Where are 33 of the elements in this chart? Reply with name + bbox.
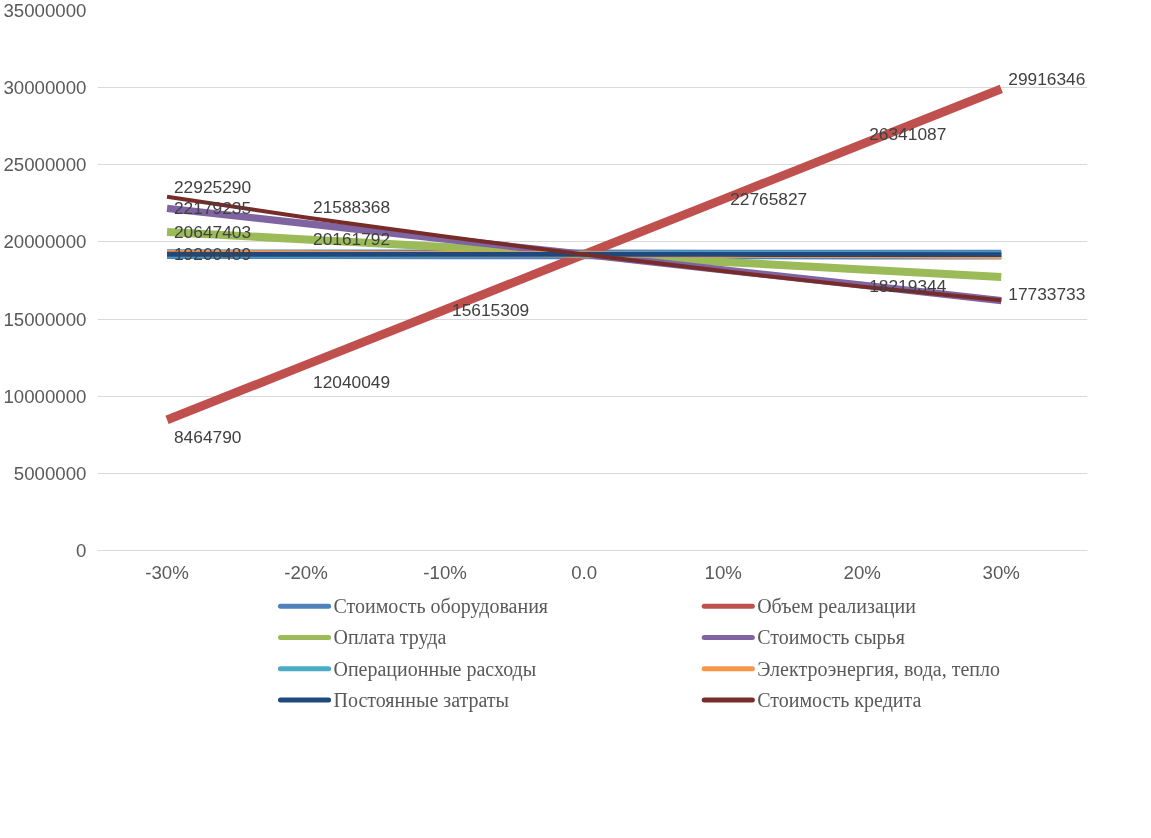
y-tick-label: 35000000: [3, 0, 87, 21]
y-tick-label: 30000000: [3, 77, 87, 99]
legend-label: Объем реализации: [757, 595, 917, 619]
data-label: 22765827: [730, 189, 808, 210]
data-label: 8464790: [173, 426, 242, 447]
y-tick-label: 20000000: [3, 231, 87, 253]
x-tick-label: -10%: [423, 561, 467, 583]
x-tick-label: -30%: [145, 561, 189, 583]
data-label: 18219344: [869, 276, 947, 297]
legend-label: Электроэнергия, вода, тепло: [757, 657, 1000, 681]
legend-label: Операционные расходы: [333, 657, 537, 681]
y-tick-label: 10000000: [3, 385, 87, 407]
data-label: 15615309: [452, 299, 530, 320]
y-tick-label: 5000000: [13, 462, 87, 484]
data-label: 29916346: [1008, 68, 1086, 89]
legend-label: Стоимость сырья: [757, 626, 905, 650]
data-label: 12040049: [313, 371, 391, 392]
y-tick-label: 0: [76, 540, 87, 561]
legend-label: Стоимость кредита: [757, 688, 922, 712]
x-tick-label: 30%: [982, 561, 1020, 583]
data-label: 21588368: [313, 197, 391, 218]
x-tick-label: 10%: [704, 561, 742, 583]
data-label: 17733733: [1008, 283, 1086, 304]
legend-label: Постоянные затраты: [333, 688, 510, 712]
data-label: 22925290: [173, 176, 252, 197]
data-label: 22179235: [173, 198, 252, 219]
y-tick-label: 15000000: [3, 308, 87, 330]
x-tick-label: 20%: [843, 561, 881, 583]
legend-label: Оплата труда: [333, 626, 447, 650]
x-tick-label: -20%: [284, 561, 328, 583]
legend-label: Стоимость оборудования: [333, 595, 549, 619]
y-tick-label: 25000000: [3, 154, 87, 176]
x-tick-label: 0.0: [571, 561, 598, 583]
